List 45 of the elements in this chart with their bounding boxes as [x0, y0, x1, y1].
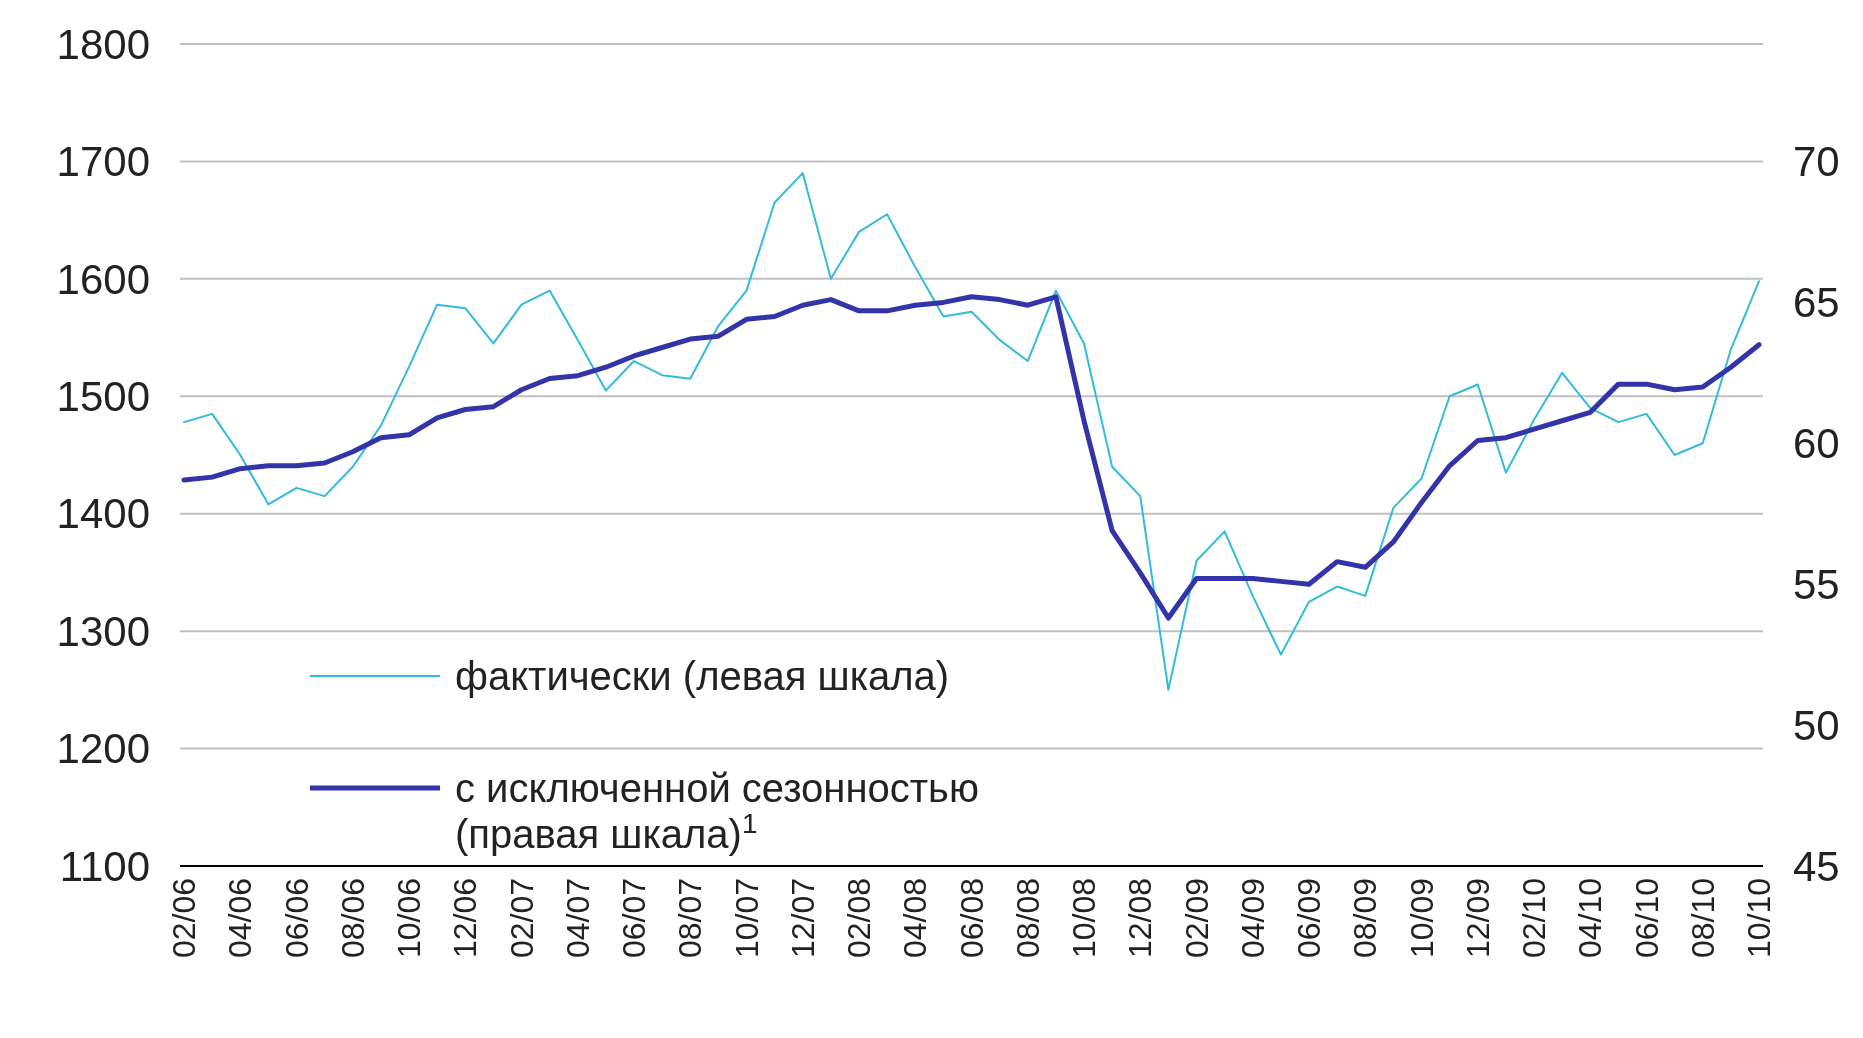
y-tick-label: 1400 — [56, 490, 150, 538]
y2-tick-label: 60 — [1793, 420, 1840, 468]
x-tick-label: 08/06 — [334, 878, 371, 959]
y2-tick-label: 65 — [1793, 279, 1840, 327]
x-tick-label: 10/08 — [1066, 878, 1103, 959]
x-tick-label: 02/10 — [1516, 878, 1553, 959]
y-tick-label: 1300 — [56, 607, 150, 655]
x-tick-label: 02/07 — [503, 878, 540, 959]
x-tick-label: 08/07 — [672, 878, 709, 959]
x-tick-label: 02/06 — [166, 878, 203, 959]
x-tick-label: 02/09 — [1178, 878, 1215, 959]
y-tick-label: 1700 — [56, 138, 150, 186]
x-tick-label: 12/08 — [1122, 878, 1159, 959]
x-tick-label: 12/09 — [1459, 878, 1496, 959]
x-tick-label: 06/07 — [616, 878, 653, 959]
x-tick-label: 04/08 — [897, 878, 934, 959]
x-tick-label: 04/10 — [1572, 878, 1609, 959]
x-tick-label: 06/09 — [1291, 878, 1328, 959]
x-tick-label: 10/07 — [728, 878, 765, 959]
y-tick-label: 1800 — [56, 20, 150, 68]
x-tick-label: 06/06 — [278, 878, 315, 959]
x-tick-label: 02/08 — [841, 878, 878, 959]
y-tick-label: 1200 — [56, 725, 150, 773]
x-tick-label: 12/06 — [447, 878, 484, 959]
y-tick-label: 1100 — [59, 842, 150, 890]
y-tick-label: 1600 — [56, 255, 150, 303]
x-tick-label: 04/07 — [559, 878, 596, 959]
x-tick-label: 08/10 — [1684, 878, 1721, 959]
y2-tick-label: 70 — [1793, 138, 1840, 186]
y2-tick-label: 55 — [1793, 560, 1840, 608]
x-tick-label: 10/09 — [1403, 878, 1440, 959]
x-tick-label: 08/08 — [1009, 878, 1046, 959]
x-tick-label: 04/06 — [222, 878, 259, 959]
x-tick-label: 06/10 — [1628, 878, 1665, 959]
legend-label: фактически (левая шкала) — [455, 654, 950, 698]
x-tick-label: 08/09 — [1347, 878, 1384, 959]
x-tick-label: 12/07 — [784, 878, 821, 959]
x-tick-label: 04/09 — [1234, 878, 1271, 959]
y2-tick-label: 50 — [1793, 701, 1840, 749]
x-tick-label: 10/10 — [1741, 878, 1778, 959]
y-tick-label: 1500 — [56, 372, 150, 420]
x-tick-label: 06/08 — [953, 878, 990, 959]
legend-label: с исключенной сезонностью (правая шкала)$^{1}$ — [455, 766, 979, 856]
x-tick-label: 10/06 — [391, 878, 428, 959]
y2-tick-label: 45 — [1793, 842, 1840, 890]
